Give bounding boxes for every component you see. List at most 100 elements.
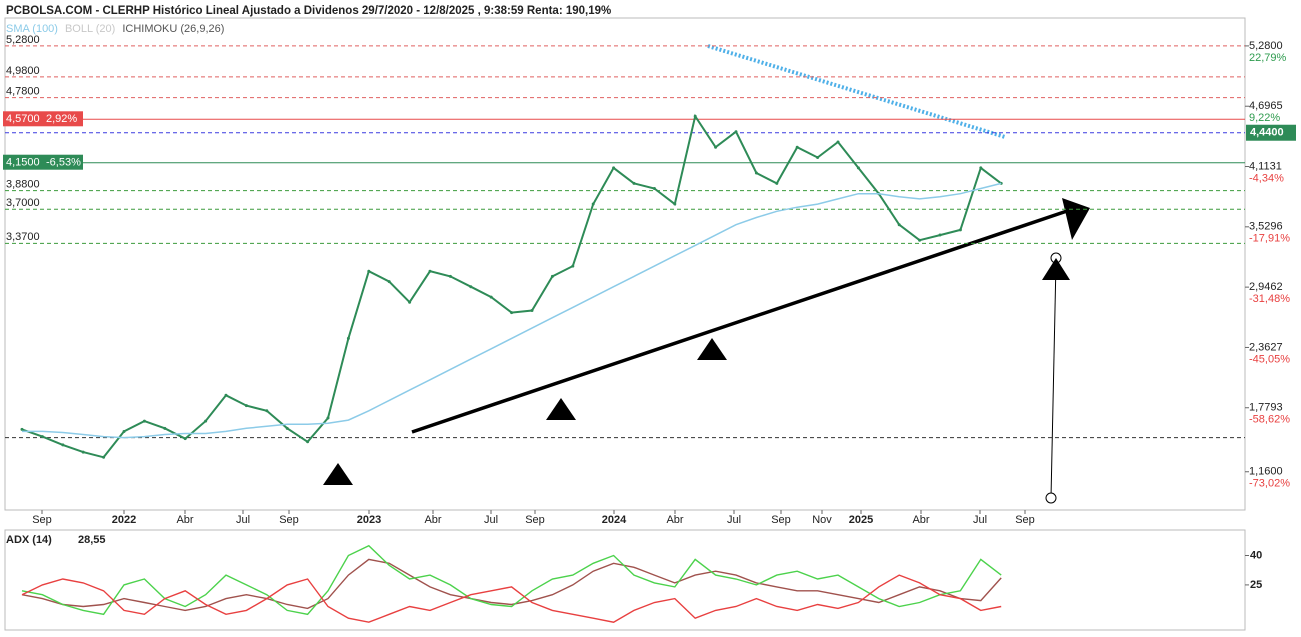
- x-tick-label: Sep: [1015, 514, 1035, 526]
- x-tick-label: Sep: [32, 514, 52, 526]
- y-tick-label: 4,6965: [1249, 100, 1283, 112]
- price-point: [918, 238, 922, 242]
- y-tick-label: 4,1131: [1249, 160, 1282, 172]
- y-tick-change: 9,22%: [1249, 112, 1280, 124]
- price-point: [775, 181, 779, 185]
- x-tick-label: Abr: [666, 514, 683, 526]
- price-point: [102, 455, 106, 459]
- level-box: [3, 111, 83, 127]
- price-point: [550, 274, 554, 278]
- x-tick-label: Sep: [771, 514, 791, 526]
- legend-entry: ICHIMOKU (26,9,26): [122, 23, 224, 35]
- arrow-target: [1050, 252, 1062, 264]
- price-point: [20, 427, 24, 431]
- adx-frame: [4, 529, 1246, 631]
- adx-tick-label: 25: [1250, 579, 1262, 591]
- y-tick-change: -45,05%: [1249, 353, 1290, 365]
- price-point: [285, 426, 289, 430]
- price-point: [469, 285, 473, 289]
- y-tick-change: -31,48%: [1249, 293, 1290, 305]
- adx-title: ADX (14): [6, 534, 52, 546]
- price-point: [224, 393, 228, 397]
- y-tick-change: 22,79%: [1249, 52, 1287, 64]
- x-tick-label: Jul: [973, 514, 987, 526]
- level-label: 5,2800: [6, 34, 40, 46]
- price-point: [856, 166, 860, 170]
- x-tick-label: Jul: [727, 514, 741, 526]
- price-point: [244, 404, 248, 408]
- triangle: [697, 338, 727, 360]
- price-point: [122, 429, 126, 433]
- price-point: [754, 171, 758, 175]
- price-point: [632, 181, 636, 185]
- price-point: [142, 419, 146, 423]
- level-label: 4,1500: [6, 157, 40, 169]
- y-tick-change: -4,34%: [1249, 172, 1284, 184]
- price-point: [306, 440, 310, 444]
- level-label: 3,3700: [6, 231, 40, 243]
- y-tick-label: 2,3627: [1249, 341, 1283, 353]
- x-tick-label: 2023: [357, 514, 381, 526]
- price-point: [958, 228, 962, 232]
- price-point: [367, 269, 371, 273]
- chart-title: PCBOLSA.COM - CLERHP Histórico Lineal Aj…: [6, 5, 611, 17]
- price-point: [530, 309, 534, 313]
- price-point: [693, 114, 697, 118]
- triangle: [323, 463, 353, 485]
- last-price-box: [1246, 124, 1296, 141]
- price-point: [510, 311, 514, 315]
- y-tick-label: 1,1600: [1249, 466, 1283, 478]
- level-label: 3,7000: [6, 197, 40, 209]
- price-point: [448, 274, 452, 278]
- price-point: [204, 419, 208, 423]
- level-label: 4,9800: [6, 65, 40, 77]
- price-point: [346, 336, 350, 340]
- y-tick-change: -17,91%: [1249, 233, 1290, 245]
- level-change: -6,53%: [46, 157, 81, 169]
- x-tick-label: 2024: [602, 514, 627, 526]
- x-tick-label: Abr: [424, 514, 441, 526]
- x-tick-label: Sep: [525, 514, 545, 526]
- price-point: [81, 450, 85, 454]
- last-price: 4,4400: [1250, 127, 1284, 139]
- level-label: 3,8800: [6, 179, 40, 191]
- price-point: [938, 233, 942, 237]
- x-tick-label: Nov: [812, 514, 832, 526]
- y-tick-change: -73,02%: [1249, 478, 1290, 490]
- series-line: [22, 182, 1002, 439]
- x-tick-label: Sep: [279, 514, 299, 526]
- price-point: [428, 269, 432, 273]
- legend-entry: BOLL (20): [65, 23, 115, 35]
- price-point: [183, 437, 187, 441]
- price-point: [897, 223, 901, 227]
- y-tick-label: 3,5296: [1249, 221, 1283, 233]
- price-point: [265, 409, 269, 413]
- price-point: [326, 416, 330, 420]
- x-tick-label: Abr: [912, 514, 929, 526]
- level-label: 4,5700: [6, 113, 40, 125]
- price-point: [61, 443, 65, 447]
- x-tick-label: Abr: [176, 514, 193, 526]
- price-point: [163, 426, 167, 430]
- price-point: [408, 300, 412, 304]
- price-point: [673, 202, 677, 206]
- adx-tick-label: 40: [1250, 549, 1262, 561]
- y-tick-label: 5,2800: [1249, 40, 1283, 52]
- x-tick-label: Jul: [236, 514, 250, 526]
- triangle: [546, 398, 576, 420]
- x-tick-label: 2022: [112, 514, 136, 526]
- series-line: [21, 544, 1002, 616]
- price-point: [714, 145, 718, 149]
- price-point: [612, 166, 616, 170]
- y-tick-change: -58,62%: [1249, 414, 1290, 426]
- x-tick-label: 2025: [849, 514, 873, 526]
- price-point: [652, 187, 656, 191]
- price-point: [979, 166, 983, 170]
- price-point: [40, 435, 44, 439]
- price-point: [836, 140, 840, 144]
- level-label: 4,7800: [6, 85, 40, 97]
- legend-entry: SMA (100): [6, 23, 58, 35]
- price-point: [795, 145, 799, 149]
